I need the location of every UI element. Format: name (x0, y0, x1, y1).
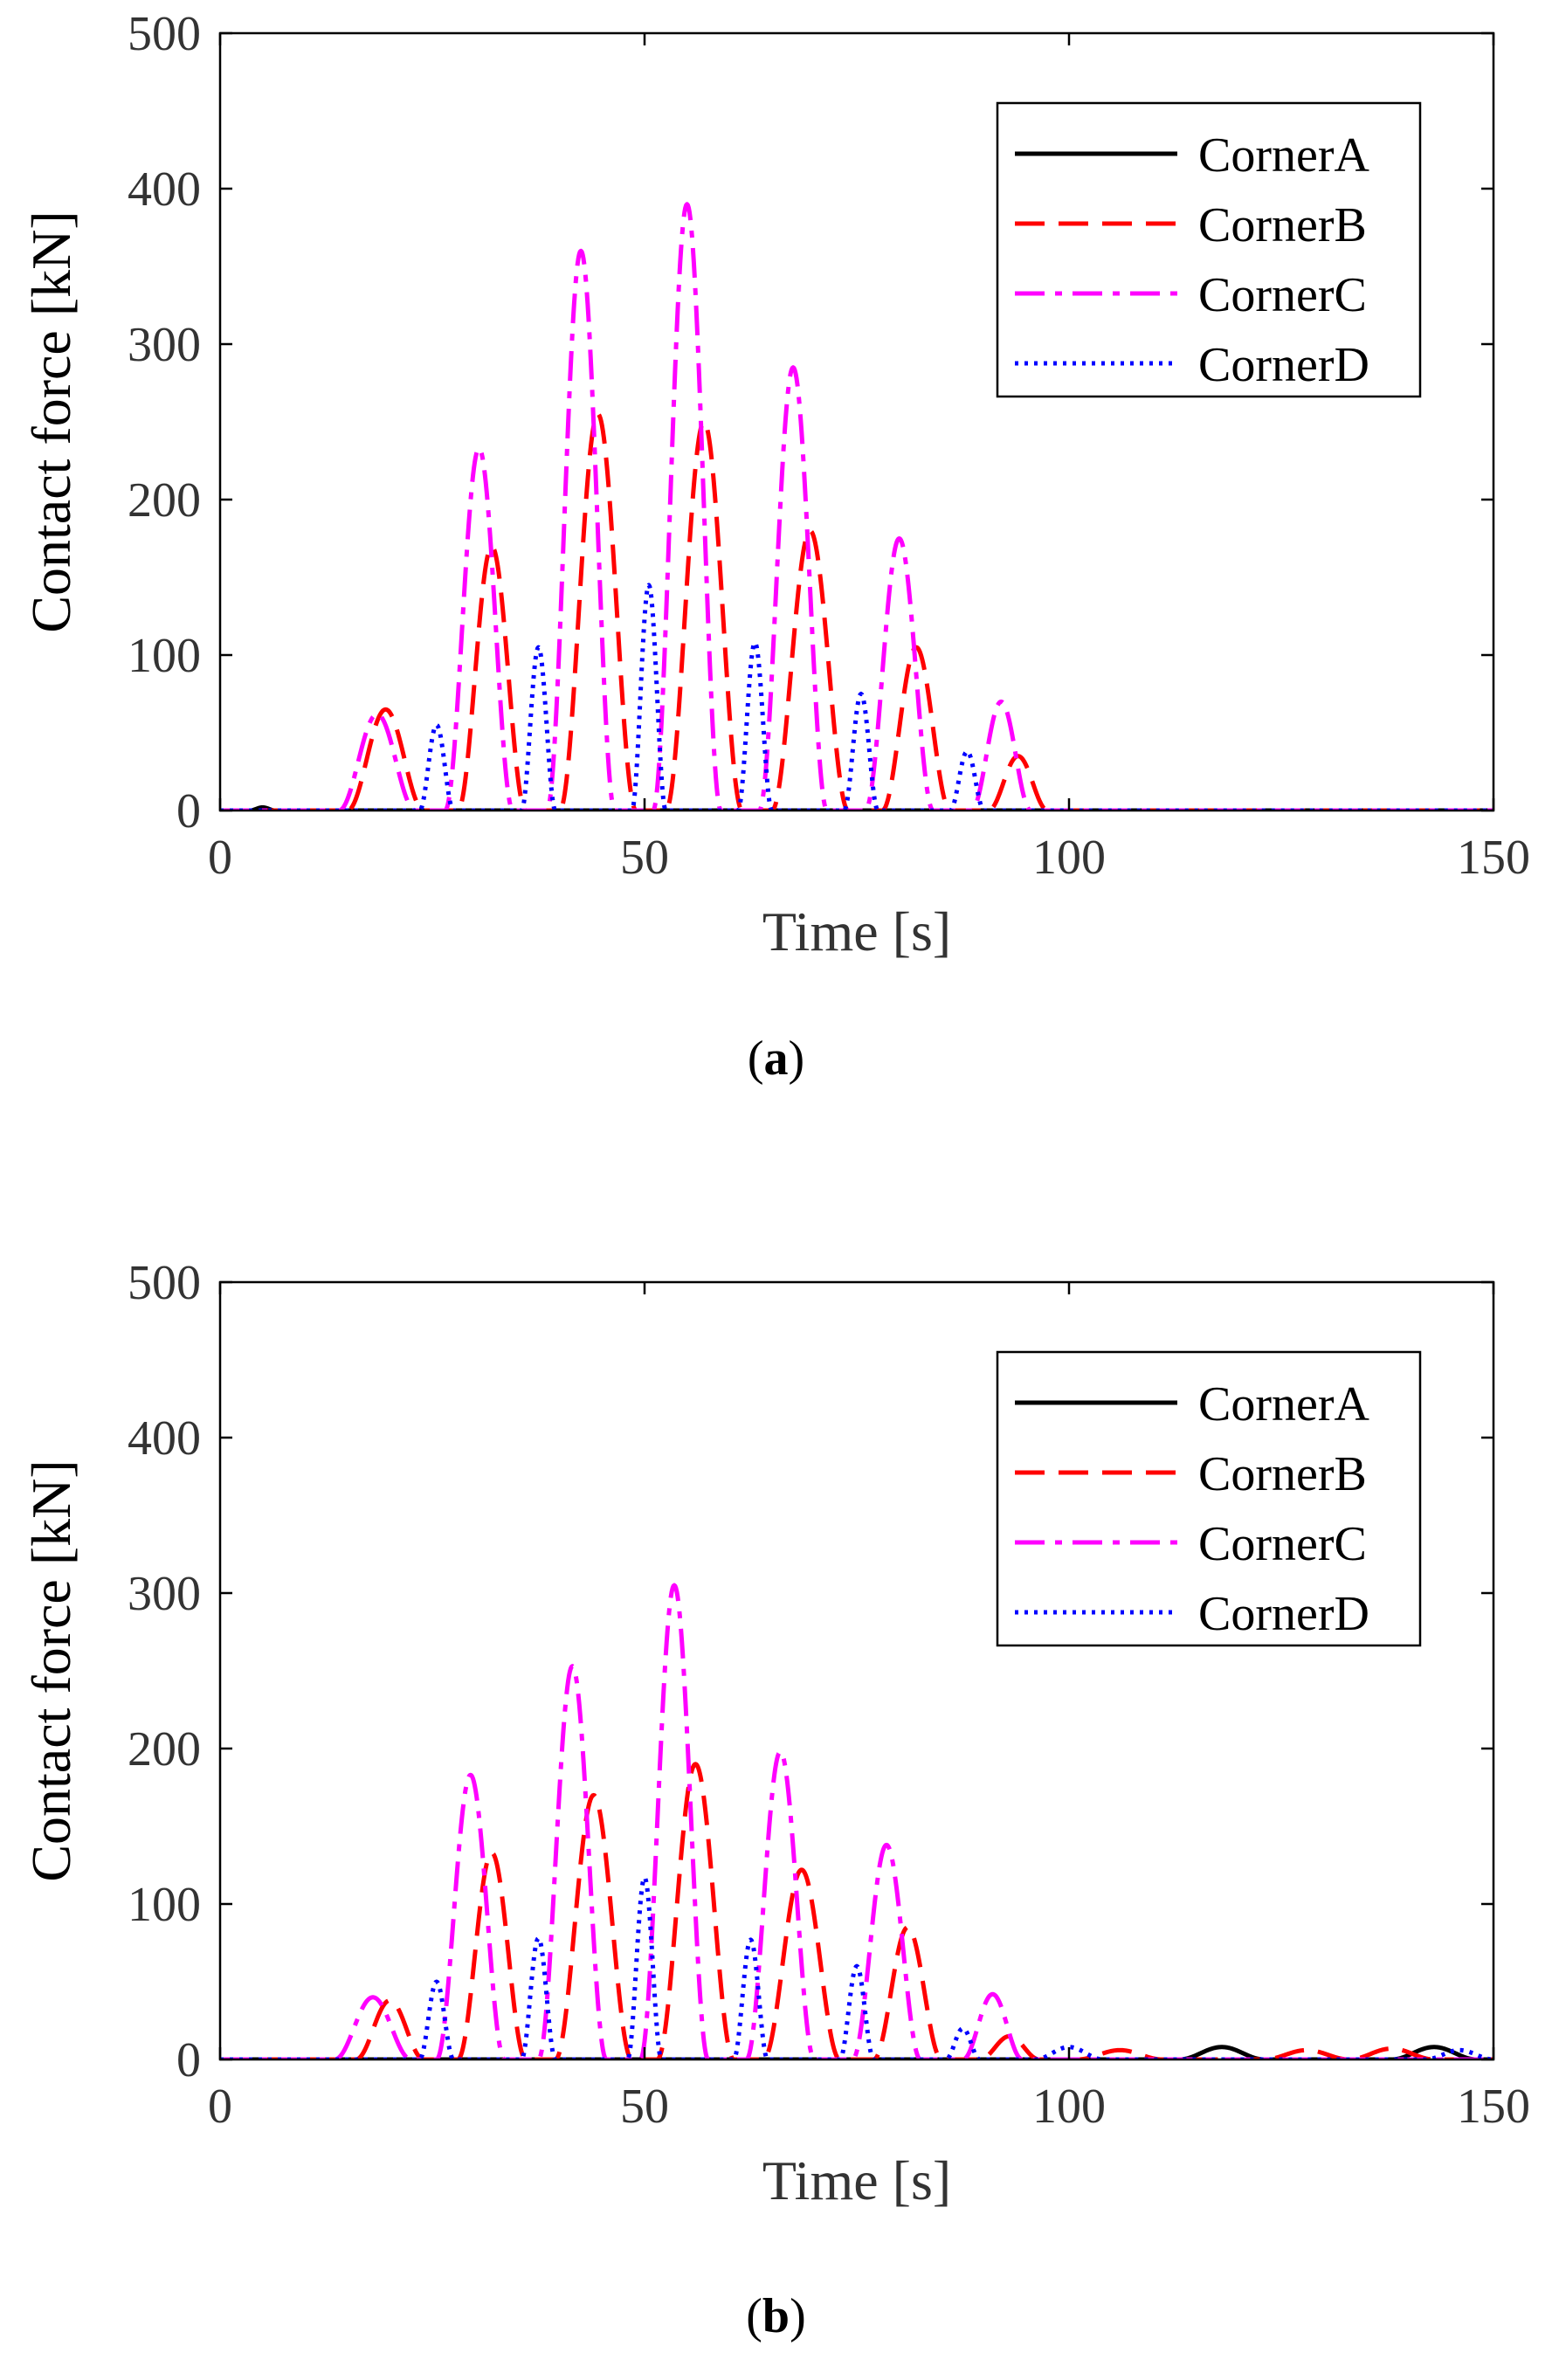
y-axis-label: Contact force [kN] (20, 1459, 82, 1881)
y-tick-label: 100 (128, 1878, 201, 1932)
chart-panel-a: 0 50 100 150 0 100 200 300 400 500 Time [s] Contact… (0, 0, 1552, 1162)
y-tick-label: 100 (128, 629, 201, 683)
axes-frame (218, 1280, 1495, 2061)
y-tick-label: 200 (128, 1722, 201, 1776)
y-tick-label: 300 (128, 1567, 201, 1621)
series-lines (220, 202, 1493, 811)
series-lines (220, 1583, 1493, 2059)
x-tick-label: 50 (620, 831, 669, 885)
legend-entry-cornera: CornerA (1198, 1377, 1370, 1431)
x-tick-label: 0 (208, 831, 232, 885)
x-tick-label: 150 (1457, 831, 1530, 885)
series-line-cornerc (220, 1583, 1493, 2059)
legend: CornerA CornerB CornerC CornerD (996, 101, 1422, 398)
legend-entry-cornerd: CornerD (1198, 1587, 1369, 1641)
y-tick-label: 0 (176, 784, 201, 838)
series-line-cornerd (220, 583, 1493, 811)
legend: CornerA CornerB CornerC CornerD (996, 1350, 1422, 1647)
y-tick-label: 400 (128, 1411, 201, 1466)
y-tick-label: 200 (128, 473, 201, 528)
x-tick-label: 100 (1032, 2080, 1106, 2134)
x-tick-label: 50 (620, 2080, 669, 2134)
x-tick-label: 100 (1032, 831, 1106, 885)
y-tick-label: 400 (128, 162, 201, 217)
x-axis-label: Time [s] (762, 900, 951, 962)
y-tick-label: 500 (128, 1256, 201, 1310)
series-line-cornerb (220, 1762, 1493, 2059)
legend-entry-cornerb: CornerB (1198, 1447, 1367, 1501)
axes-frame (218, 31, 1495, 812)
legend-entry-cornera: CornerA (1198, 128, 1370, 183)
panel-label-b: (b) (746, 2289, 806, 2343)
y-tick-label: 500 (128, 7, 201, 61)
chart-a-svg: 0 50 100 150 0 100 200 300 400 500 Time [s] Contact… (20, 7, 1530, 962)
series-line-cornerd (220, 1875, 1493, 2059)
legend-entry-cornerd: CornerD (1198, 338, 1369, 392)
chart-panel-b: 0 50 100 150 0 100 200 300 400 500 Time [s] Contact… (0, 1249, 1552, 2380)
x-tick-label: 0 (208, 2080, 232, 2134)
y-axis-label: Contact force [kN] (20, 210, 82, 632)
y-tick-label: 300 (128, 318, 201, 372)
legend-entry-cornerc: CornerC (1198, 268, 1367, 322)
y-tick-label: 0 (176, 2033, 201, 2087)
x-axis-label: Time [s] (762, 2149, 951, 2211)
chart-b-svg: 0 50 100 150 0 100 200 300 400 500 Time [s] Contact… (20, 1256, 1530, 2211)
legend-entry-cornerb: CornerB (1198, 198, 1367, 252)
legend-entry-cornerc: CornerC (1198, 1517, 1367, 1571)
x-tick-label: 150 (1457, 2080, 1530, 2134)
panel-label-a: (a) (747, 1031, 805, 1086)
